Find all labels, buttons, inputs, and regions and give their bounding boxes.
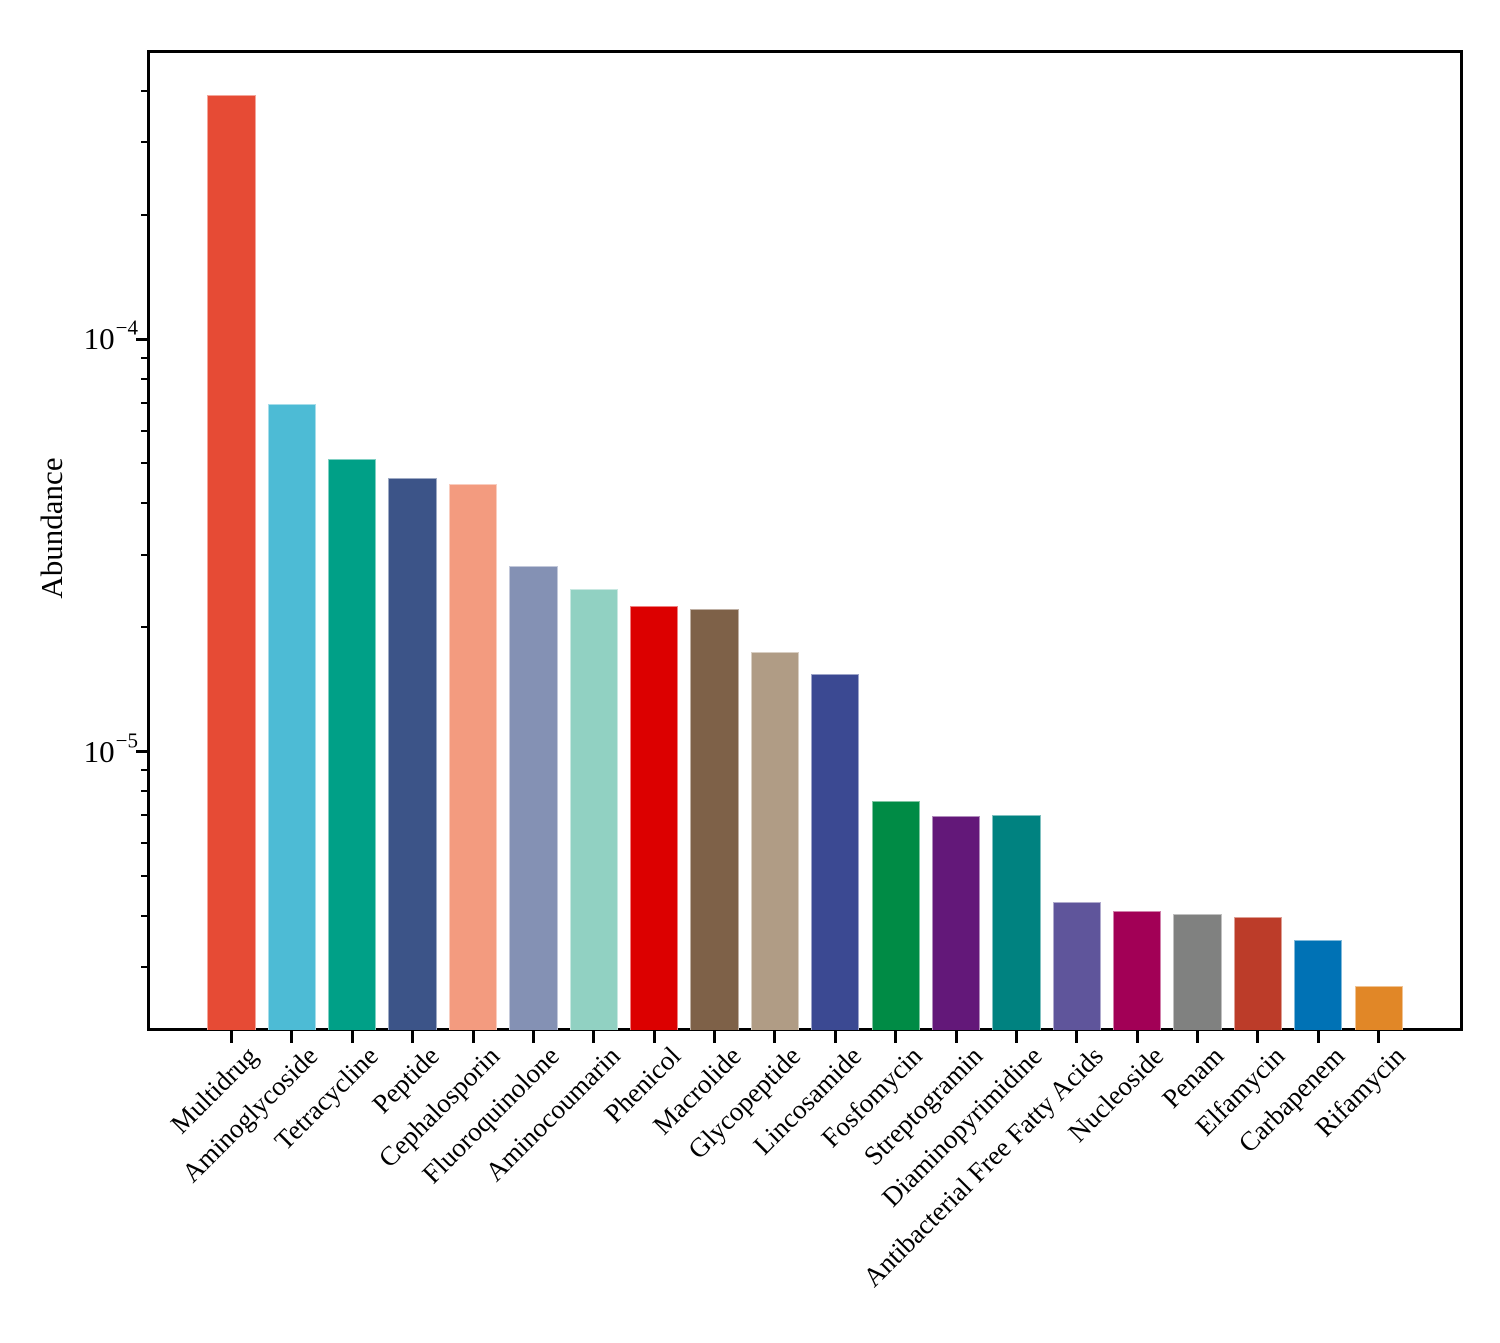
- y-major-tick-10−4: [136, 337, 149, 341]
- bar-aminocoumarin: [569, 588, 618, 1030]
- y-minor-tick: [141, 966, 149, 969]
- y-minor-tick: [141, 842, 149, 844]
- x-tick-cephalosporin: [471, 1031, 475, 1043]
- bar-aminoglycoside: [267, 403, 317, 1030]
- y-minor-tick: [141, 553, 149, 556]
- bar-macrolide: [690, 608, 739, 1030]
- x-tick-aminoglycoside: [290, 1031, 294, 1043]
- bar-cephalosporin: [448, 483, 498, 1030]
- x-tick-streptogramin: [954, 1031, 958, 1043]
- x-tick-carbapenem: [1316, 1031, 1320, 1043]
- y-minor-tick: [141, 626, 149, 629]
- bar-rifamycin: [1354, 985, 1403, 1030]
- x-tick-macrolide: [713, 1031, 717, 1043]
- y-minor-tick: [141, 462, 149, 465]
- x-tick-fluoroquinolone: [531, 1031, 535, 1043]
- bar-phenicol: [630, 605, 679, 1030]
- y-minor-tick: [141, 402, 149, 405]
- y-tick-label-10−4: 10−4: [83, 315, 138, 357]
- bar-fluoroquinolone: [509, 565, 558, 1030]
- x-tick-penam: [1196, 1031, 1200, 1043]
- bar-elfamycin: [1233, 917, 1283, 1030]
- x-tick-elfamycin: [1256, 1031, 1260, 1043]
- x-tick-aminocoumarin: [592, 1031, 596, 1043]
- y-axis-label: Abundance: [34, 457, 69, 599]
- y-minor-tick: [141, 357, 149, 360]
- x-tick-nucleoside: [1135, 1031, 1139, 1043]
- y-minor-tick: [141, 378, 149, 381]
- x-tick-lincosamide: [833, 1031, 837, 1043]
- bar-tetracycline: [328, 459, 377, 1030]
- bar-nucleoside: [1113, 911, 1162, 1030]
- y-minor-tick: [141, 874, 149, 877]
- y-major-tick-10−5: [136, 750, 149, 754]
- bar-multidrug: [207, 94, 256, 1030]
- bar-antibacterial-free-fatty-acids: [1052, 902, 1101, 1030]
- y-minor-tick: [141, 214, 149, 217]
- y-minor-tick: [141, 141, 149, 144]
- bar-lincosamide: [811, 674, 860, 1030]
- y-minor-tick: [141, 429, 149, 432]
- x-tick-rifamycin: [1377, 1031, 1381, 1043]
- bar-glycopeptide: [750, 652, 800, 1030]
- bar-diaminopyrimidine: [992, 815, 1041, 1030]
- plot-area: [147, 50, 1463, 1031]
- bar-penam: [1173, 913, 1222, 1030]
- x-tick-tetracycline: [350, 1031, 354, 1043]
- x-tick-multidrug: [230, 1031, 233, 1043]
- x-tick-phenicol: [652, 1031, 656, 1043]
- y-tick-label-10−5: 10−5: [83, 728, 138, 769]
- y-minor-tick: [141, 790, 149, 793]
- bar-carbapenem: [1294, 939, 1343, 1030]
- bar-fosfomycin: [871, 800, 920, 1030]
- y-minor-tick: [141, 502, 149, 505]
- y-minor-tick: [141, 769, 149, 772]
- bar-streptogramin: [931, 815, 981, 1030]
- x-tick-diaminopyrimidine: [1014, 1031, 1018, 1043]
- x-tick-glycopeptide: [773, 1031, 777, 1043]
- x-tick-fosfomycin: [894, 1031, 898, 1043]
- x-tick-peptide: [411, 1031, 415, 1043]
- y-minor-tick: [141, 89, 149, 92]
- x-tick-antibacterial-free-fatty-acids: [1075, 1031, 1079, 1043]
- y-minor-tick: [141, 914, 149, 917]
- y-minor-tick: [141, 814, 149, 817]
- bar-peptide: [388, 477, 437, 1030]
